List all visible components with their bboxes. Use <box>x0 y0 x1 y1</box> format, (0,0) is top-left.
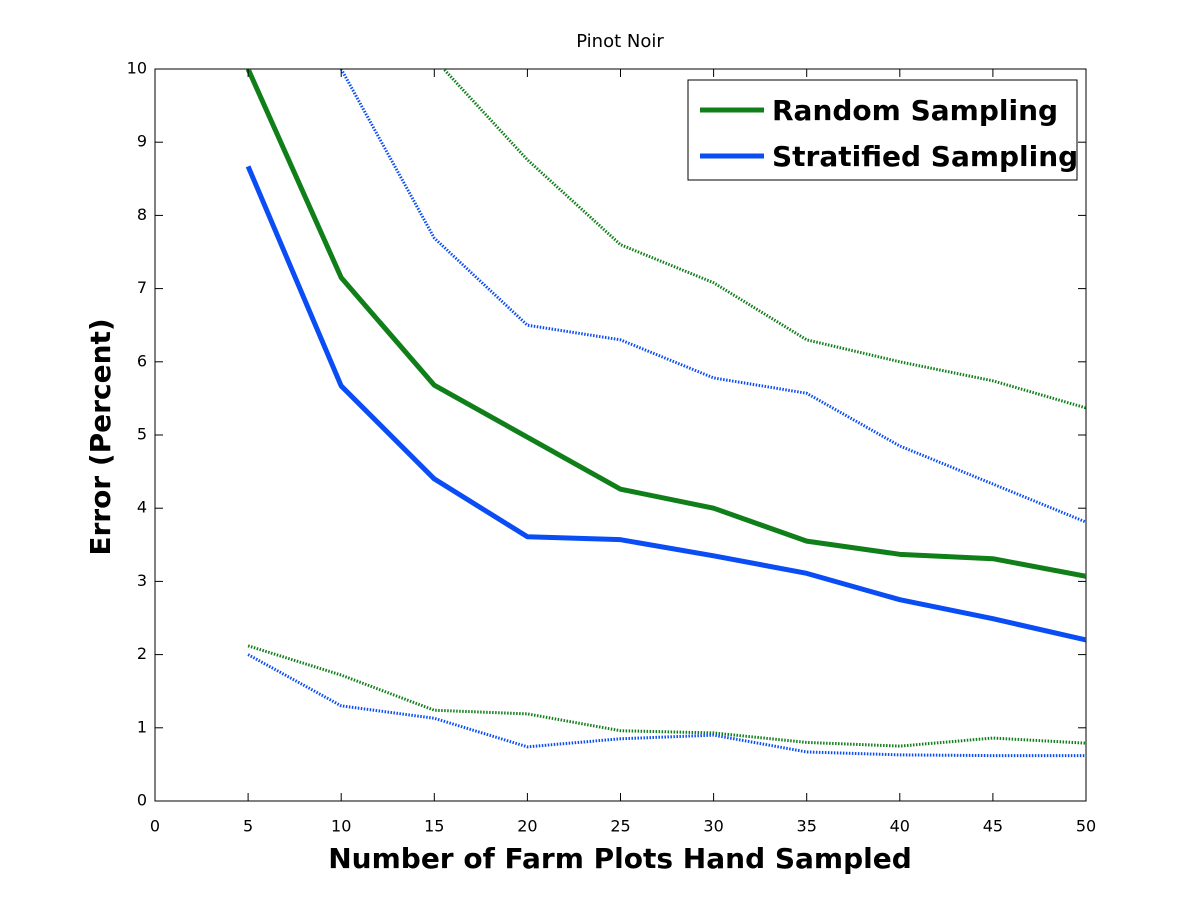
series-line <box>245 69 1086 579</box>
x-tick-label: 10 <box>331 817 351 836</box>
y-tick-label: 10 <box>127 59 147 78</box>
x-tick-label: 15 <box>424 817 444 836</box>
x-tick-label: 20 <box>517 817 537 836</box>
x-tick-label: 30 <box>703 817 723 836</box>
y-tick-label: 1 <box>137 717 147 736</box>
legend-box <box>687 79 1078 181</box>
y-tick-label: 9 <box>137 132 147 151</box>
x-axis-label: Number of Farm Plots Hand Sampled <box>328 842 912 875</box>
y-tick-label: 8 <box>137 205 147 224</box>
series-line <box>247 644 1086 748</box>
legend: Random Sampling Stratified Sampling <box>687 79 1078 181</box>
chart-title: Pinot Noir <box>576 31 664 52</box>
y-tick-label: 0 <box>137 791 147 810</box>
y-tick-label: 2 <box>137 644 147 663</box>
series-line <box>441 69 1086 410</box>
y-tick-label: 7 <box>137 278 147 297</box>
x-tick-label: 5 <box>243 817 253 836</box>
x-tick-label: 40 <box>890 817 910 836</box>
x-tick-label: 0 <box>150 817 160 836</box>
y-axis-label: Error (Percent) <box>84 318 117 555</box>
y-tick-label: 5 <box>137 425 147 444</box>
legend-label: Stratified Sampling <box>772 140 1078 173</box>
y-tick-label: 6 <box>137 351 147 370</box>
series-line <box>245 165 1086 643</box>
x-tick-label: 45 <box>983 817 1003 836</box>
y-tick-label: 3 <box>137 571 147 590</box>
series-line <box>247 653 1086 758</box>
series-line <box>339 69 1086 524</box>
x-tick-label: 50 <box>1076 817 1096 836</box>
plot-area <box>245 69 1086 758</box>
legend-label: Random Sampling <box>772 94 1058 127</box>
x-tick-label: 35 <box>797 817 817 836</box>
x-tick-label: 25 <box>610 817 630 836</box>
y-tick-label: 4 <box>137 498 147 517</box>
